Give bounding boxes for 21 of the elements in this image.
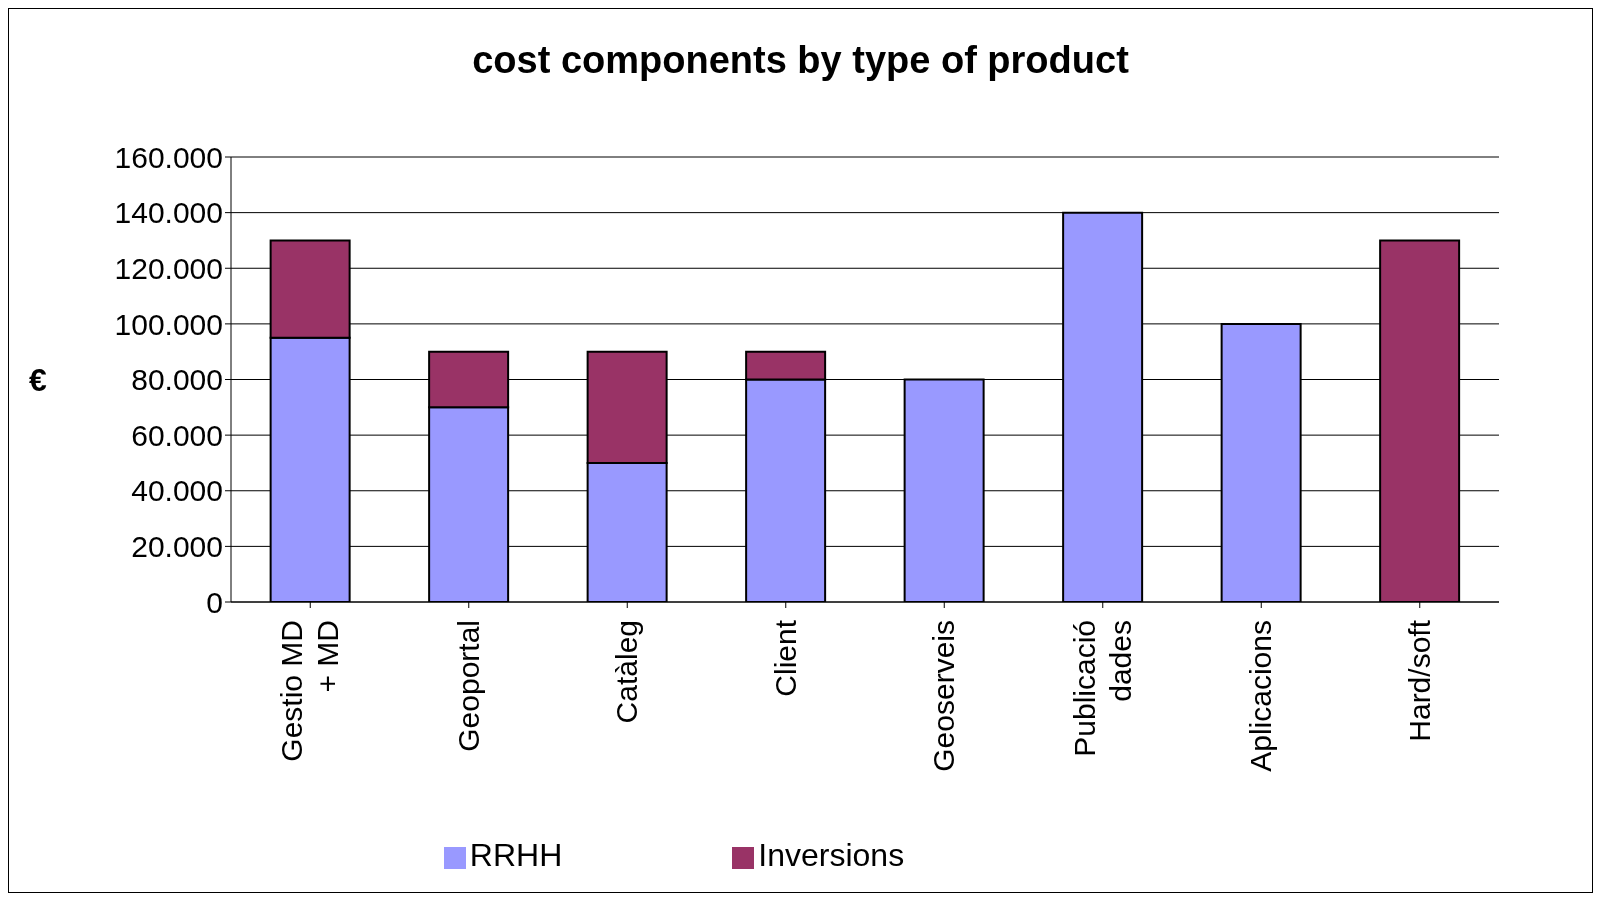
y-tick-label: 20.000 — [131, 530, 223, 564]
x-tick-label: Hard/soft — [1402, 619, 1436, 742]
y-tick-label: 60.000 — [131, 418, 223, 452]
y-tick-label: 100.000 — [114, 307, 223, 341]
y-tick-label: 160.000 — [114, 140, 223, 174]
y-tick-label: 40.000 — [131, 474, 223, 508]
x-tick-label: Client — [768, 619, 802, 697]
y-tick-label: 80.000 — [131, 363, 223, 397]
x-tick-label: Publicació dades — [1067, 620, 1137, 757]
x-tick-label: Aplicacions — [1244, 620, 1278, 772]
y-axis-title: € — [29, 361, 47, 398]
x-tick-label: Gestio MD + MD — [275, 620, 345, 762]
legend-label: Inversions — [758, 837, 905, 873]
legend-label: RRHH — [469, 837, 563, 873]
y-tick-label: 0 — [206, 585, 223, 619]
y-tick-label: 120.000 — [114, 251, 223, 285]
x-tick-label: Catàleg — [610, 620, 644, 724]
y-tick-label: 140.000 — [114, 196, 223, 230]
x-tick-label: Geoserveis — [927, 620, 961, 772]
x-tick-label: Geoportal — [451, 620, 485, 752]
chart-title: cost components by type of product — [471, 39, 1130, 82]
